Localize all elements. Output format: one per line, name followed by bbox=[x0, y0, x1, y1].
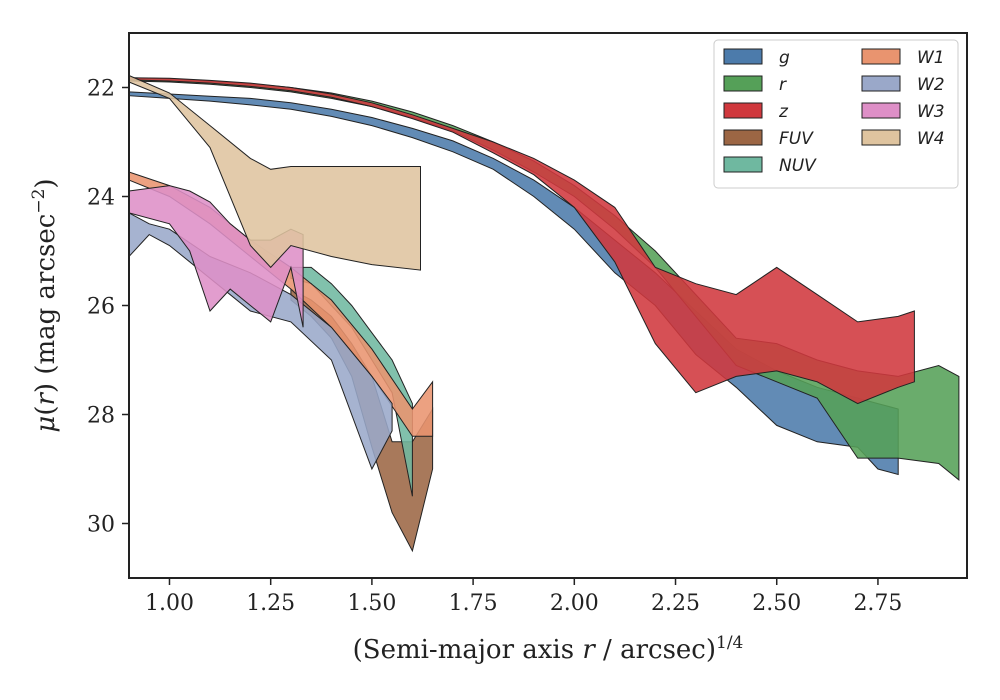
legend-label: NUV bbox=[779, 156, 817, 176]
legend-label: W4 bbox=[917, 129, 945, 149]
legend-label: z bbox=[778, 102, 789, 122]
legend-label: r bbox=[779, 75, 787, 95]
band-w3 bbox=[128, 185, 304, 328]
y-tick-label: 26 bbox=[87, 295, 115, 320]
x-tick-label: 1.50 bbox=[347, 591, 396, 616]
legend-swatch bbox=[723, 102, 763, 119]
legend-label: W2 bbox=[917, 75, 945, 95]
legend-swatch bbox=[723, 48, 763, 65]
legend-swatch bbox=[861, 129, 901, 146]
x-tick-label: 2.75 bbox=[853, 591, 902, 616]
legend-swatch bbox=[723, 156, 763, 173]
band-z bbox=[128, 77, 915, 405]
y-tick-label: 22 bbox=[87, 77, 115, 102]
x-tick-label: 1.25 bbox=[246, 591, 295, 616]
legend-label: FUV bbox=[779, 129, 814, 149]
legend: grz FUV NUV W1 W2 W3 W4 bbox=[713, 39, 959, 189]
legend-swatch bbox=[723, 129, 763, 146]
x-tick-label: 2.50 bbox=[752, 591, 801, 616]
x-tick-label: 1.75 bbox=[449, 591, 498, 616]
x-tick-label: 1.00 bbox=[145, 591, 194, 616]
series-layer bbox=[128, 74, 960, 553]
x-axis: 1.00 1.25 1.50 1.75 2.00 2.25 2.50 2.75 bbox=[145, 578, 902, 616]
legend-swatch bbox=[861, 102, 901, 119]
legend-swatch bbox=[723, 75, 763, 92]
y-tick-label: 28 bbox=[87, 404, 115, 429]
y-tick-label: 30 bbox=[87, 513, 115, 538]
legend-label: W3 bbox=[917, 102, 945, 122]
band-w4 bbox=[128, 74, 421, 271]
legend-swatch bbox=[861, 75, 901, 92]
legend-label: W1 bbox=[917, 48, 945, 68]
x-tick-label: 2.00 bbox=[550, 591, 599, 616]
y-tick-label: 24 bbox=[87, 186, 115, 211]
y-axis-label: μ(r) (mag arcsec−2) bbox=[29, 178, 61, 432]
x-axis-label: (Semi-major axis r / arcsec)1/4 bbox=[353, 633, 744, 665]
band-g bbox=[128, 91, 899, 476]
legend-label: g bbox=[779, 48, 790, 68]
x-tick-label: 2.25 bbox=[651, 591, 700, 616]
legend-swatch bbox=[861, 48, 901, 65]
y-axis: 22 24 26 28 30 bbox=[87, 77, 129, 538]
